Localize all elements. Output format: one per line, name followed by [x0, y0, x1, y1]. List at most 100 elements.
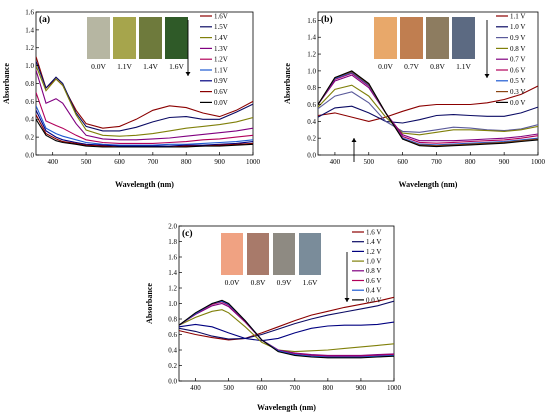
- series-line-7: [318, 71, 538, 147]
- trend-arrow-up-head: [351, 138, 357, 142]
- legend-label-5: 0.6 V: [366, 277, 381, 285]
- legend-label-3: 1.3V: [214, 45, 228, 53]
- legend-label-2: 1.2 V: [366, 248, 381, 256]
- swatch-label-0: 0.0V: [91, 62, 106, 71]
- x-tick-label: 400: [190, 384, 201, 392]
- panel-label: (a): [39, 14, 50, 25]
- legend-label-0: 1.1 V: [510, 12, 525, 20]
- series-line-7: [179, 299, 394, 359]
- legend-label-1: 1.0 V: [510, 23, 525, 31]
- legend-label-0: 1.6V: [214, 12, 228, 20]
- x-axis-title: Wavelength (nm): [257, 403, 316, 412]
- series-line-1: [179, 300, 394, 340]
- x-tick-label: 600: [397, 158, 408, 166]
- y-tick-label: 1.4: [307, 34, 316, 42]
- y-axis-title: Absorbance: [283, 63, 292, 104]
- y-tick-label: 0.4: [25, 116, 34, 124]
- y-tick-label: 1.8: [168, 238, 177, 246]
- x-axis-title: Wavelength (nm): [115, 180, 174, 189]
- legend-label-1: 1.5V: [214, 23, 228, 31]
- x-tick-label: 500: [223, 384, 234, 392]
- y-tick-label: 1.4: [25, 26, 34, 34]
- x-tick-label: 500: [364, 158, 375, 166]
- color-swatch-1: [400, 17, 423, 59]
- y-tick-label: 0.6: [307, 101, 316, 109]
- swatch-label-0: 0.0V: [378, 62, 393, 71]
- legend-label-2: 0.9 V: [510, 34, 525, 42]
- x-tick-label: 600: [256, 384, 267, 392]
- legend: 1.1 V 1.0 V 0.9 V 0.8 V 0.7 V 0.6 V 0.5 V 0.3 V…: [496, 12, 525, 107]
- legend-label-7: 0.3 V: [510, 88, 525, 96]
- color-swatch-2: [273, 233, 295, 275]
- color-swatch-0: [221, 233, 243, 275]
- legend-label-0: 1.6 V: [366, 228, 381, 236]
- series-line-8: [36, 119, 253, 148]
- x-tick-label: 1000: [531, 158, 546, 166]
- legend-label-2: 1.4V: [214, 34, 228, 42]
- series-line-8: [318, 70, 538, 148]
- x-tick-label: 900: [499, 158, 510, 166]
- legend-label-7: 0.0 V: [366, 296, 381, 304]
- legend-label-4: 1.2V: [214, 56, 228, 64]
- legend-label-8: 0.0V: [214, 99, 228, 107]
- series-line-4: [179, 302, 394, 356]
- swatch-label-0: 0.0V: [225, 278, 240, 287]
- series-line-6: [318, 71, 538, 146]
- legend-label-5: 0.6 V: [510, 66, 525, 74]
- series-line-4: [36, 92, 253, 144]
- legend-label-4: 0.7 V: [510, 56, 525, 64]
- color-swatch-1: [247, 233, 269, 275]
- y-tick-label: 0.6: [168, 331, 177, 339]
- series-lines: [318, 70, 538, 148]
- legend: 1.6 V 1.4 V 1.2 V 1.0 V0.8 V 0.6 V 0.4 V0.0 V: [352, 228, 381, 304]
- swatch-label-2: 0.9V: [277, 278, 292, 287]
- legend-label-8: 0.0 V: [510, 99, 525, 107]
- swatch-label-3: 1.1V: [456, 62, 471, 71]
- y-tick-label: 0.2: [168, 362, 177, 370]
- x-tick-label: 800: [181, 158, 192, 166]
- legend-label-6: 0.9V: [214, 77, 228, 85]
- swatch-label-3: 1.6V: [303, 278, 318, 287]
- y-tick-label: 1.0: [25, 62, 34, 70]
- trend-arrow-head: [484, 74, 490, 78]
- x-tick-label: 700: [290, 384, 301, 392]
- x-tick-label: 700: [148, 158, 159, 166]
- swatch-label-1: 0.8V: [251, 278, 266, 287]
- y-axis-title: Absorbance: [2, 63, 11, 104]
- series-lines: [36, 56, 253, 148]
- y-axis-title: Absorbance: [145, 283, 154, 324]
- panel-label: (c): [182, 228, 193, 239]
- swatch-label-3: 1.6V: [169, 62, 184, 71]
- trend-arrow-head: [185, 72, 191, 76]
- series-line-1: [36, 61, 253, 132]
- series-line-4: [318, 74, 538, 142]
- series-line-2: [36, 65, 253, 137]
- panel-label: (b): [321, 14, 333, 25]
- color-swatch-3: [299, 233, 321, 275]
- panel-a: 400 500 600 700 800 900 1000 0.0 0.2 0.4 0.6 0.8 1.0…: [2, 8, 261, 189]
- series-line-3: [318, 84, 538, 136]
- swatch-label-1: 1.1V: [117, 62, 132, 71]
- swatch-label-1: 0.7V: [404, 62, 419, 71]
- legend-label-3: 1.0 V: [366, 258, 381, 266]
- x-tick-label: 700: [431, 158, 442, 166]
- legend-label-6: 0.4 V: [366, 287, 381, 295]
- series-line-2: [179, 321, 394, 342]
- legend: 1.6V 1.5V 1.4V 1.3V 1.2V 1.1V 0.9V 0.6V 0.0V: [200, 12, 228, 107]
- x-tick-label: 900: [356, 384, 367, 392]
- legend-label-7: 0.6V: [214, 88, 228, 96]
- y-tick-label: 1.0: [168, 300, 177, 308]
- y-tick-label: 0.6: [25, 98, 34, 106]
- legend-label-4: 0.8 V: [366, 267, 381, 275]
- x-axis-title: Wavelength (nm): [399, 180, 458, 189]
- y-tick-label: 1.6: [307, 17, 316, 25]
- y-tick-label: 1.0: [307, 67, 316, 75]
- trend-arrow-head: [344, 298, 350, 302]
- y-tick-label: 1.2: [168, 284, 177, 292]
- color-swatch-2: [426, 17, 449, 59]
- y-tick-label: 1.6: [25, 8, 34, 16]
- color-swatch-2: [139, 17, 162, 59]
- color-swatch-3: [165, 17, 188, 59]
- series-line-6: [36, 110, 253, 147]
